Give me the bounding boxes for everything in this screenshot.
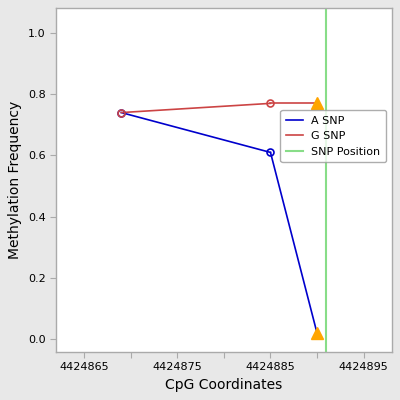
Legend: A SNP, G SNP, SNP Position: A SNP, G SNP, SNP Position xyxy=(280,110,386,162)
Y-axis label: Methylation Frequency: Methylation Frequency xyxy=(8,101,22,259)
X-axis label: CpG Coordinates: CpG Coordinates xyxy=(165,378,282,392)
